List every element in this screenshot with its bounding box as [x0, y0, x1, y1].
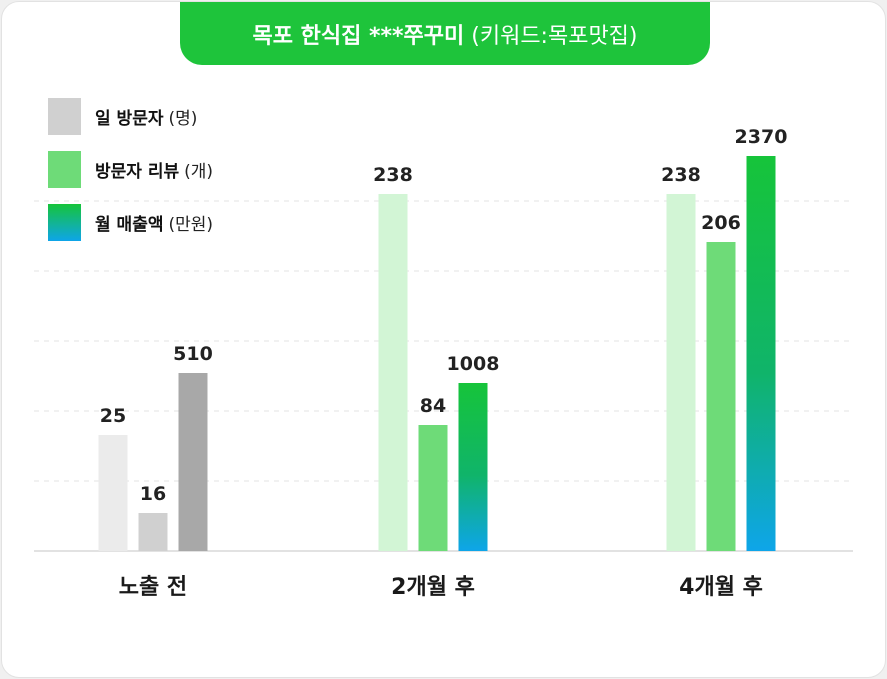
bar-revenue-2 [458, 383, 488, 551]
legend-swatch-visitors [48, 98, 81, 135]
legend-unit-visitors: (명) [168, 109, 198, 129]
value-label-reviews-3: 206 [701, 212, 741, 234]
legend-item-reviews: 방문자 리뷰 (개) [48, 151, 213, 188]
value-label-visitors-1: 25 [100, 405, 126, 427]
legend-label-revenue: 월 매출액 [95, 215, 164, 235]
bar-visitors-2 [378, 194, 408, 551]
value-label-visitors-3: 238 [661, 164, 701, 186]
bar-revenue-3 [746, 156, 776, 551]
value-label-reviews-1: 16 [140, 483, 166, 505]
bar-revenue-1 [178, 373, 208, 551]
chart-title: 목포 한식집 ***쭈꾸미 (키워드:목포맛집) [180, 2, 710, 65]
bar-reviews-2 [418, 425, 448, 551]
category-labels: 노출 전 2개월 후 4개월 후 [119, 575, 763, 600]
legend-item-revenue: 월 매출액 (만원) [48, 204, 213, 241]
value-label-reviews-2: 84 [420, 395, 446, 417]
category-label-1: 노출 전 [119, 575, 187, 600]
bars [98, 156, 776, 551]
bar-visitors-1 [98, 435, 128, 551]
value-label-revenue-3: 2370 [735, 126, 788, 148]
legend-label-reviews: 방문자 리뷰 [95, 162, 180, 182]
value-label-revenue-1: 510 [173, 343, 213, 365]
legend-item-visitors: 일 방문자 (명) [48, 98, 213, 135]
chart-title-main: 목포 한식집 ***쭈꾸미 [252, 23, 465, 49]
legend-swatch-reviews [48, 151, 81, 188]
legend-swatch-revenue [48, 204, 81, 241]
legend-label-visitors: 일 방문자 [95, 109, 164, 129]
category-label-2: 2개월 후 [391, 575, 475, 600]
bar-reviews-3 [706, 242, 736, 551]
value-label-visitors-2: 238 [373, 164, 413, 186]
bar-visitors-3 [666, 194, 696, 551]
chart-title-keyword: (키워드:목포맛집) [471, 23, 638, 49]
value-label-revenue-2: 1008 [447, 353, 500, 375]
category-label-3: 4개월 후 [679, 575, 763, 600]
legend: 일 방문자 (명) 방문자 리뷰 (개) 월 매출액 (만원) [48, 98, 213, 257]
legend-unit-revenue: (만원) [168, 215, 214, 235]
bar-reviews-1 [138, 513, 168, 551]
legend-unit-reviews: (개) [184, 162, 214, 182]
